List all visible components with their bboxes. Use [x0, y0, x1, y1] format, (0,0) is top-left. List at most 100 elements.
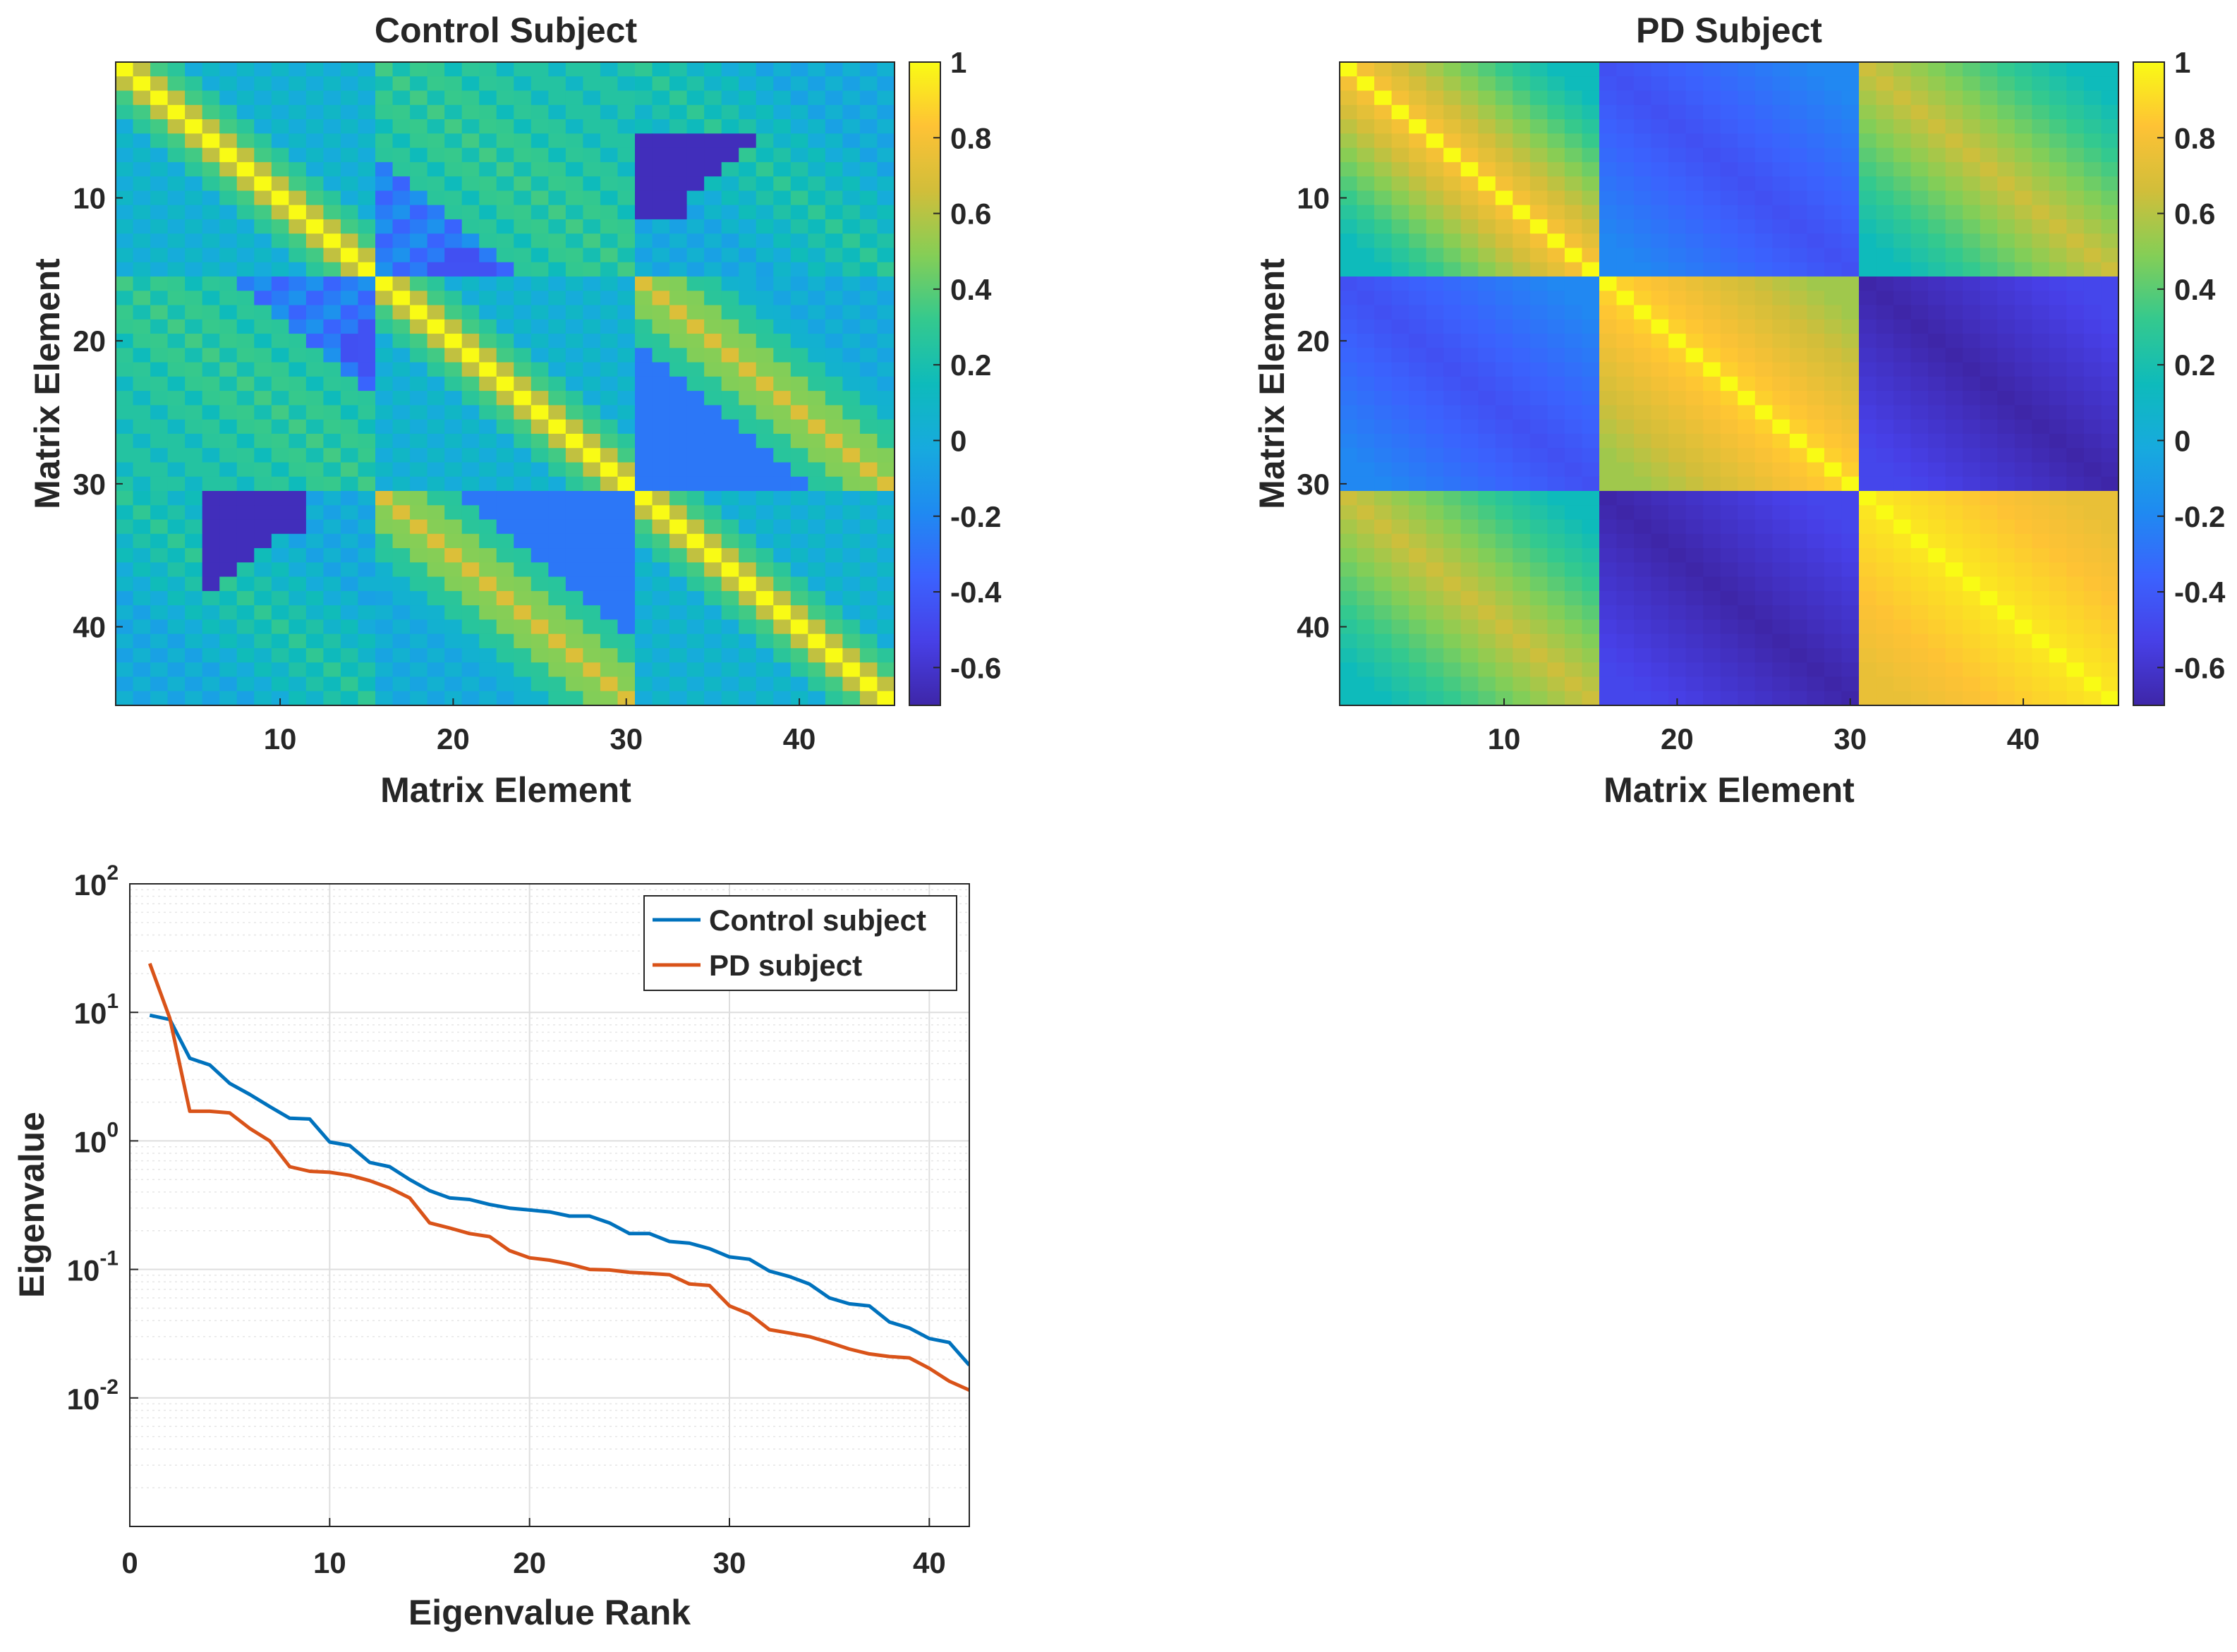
- heatmap-cell: [1512, 305, 1531, 320]
- heatmap-cell: [1859, 676, 1877, 692]
- heatmap-cell: [1893, 619, 1912, 635]
- heatmap-cell: [877, 90, 895, 106]
- heatmap-cell: [358, 104, 376, 120]
- heatmap-cell: [1409, 619, 1427, 635]
- heatmap-cell: [1859, 590, 1877, 606]
- heatmap-cell: [790, 519, 808, 535]
- heatmap-cell: [514, 277, 532, 291]
- heatmap-cell: [686, 648, 705, 663]
- heatmap-cell: [1963, 590, 1981, 606]
- heatmap-cell: [1547, 376, 1565, 391]
- heatmap-cell: [410, 319, 428, 334]
- heatmap-cell: [1582, 119, 1600, 134]
- heatmap-cell: [1997, 562, 2015, 578]
- heatmap-cell: [548, 548, 566, 563]
- heatmap-cell: [1997, 348, 2015, 363]
- heatmap-cell: [1945, 319, 1963, 334]
- heatmap-cell: [271, 219, 289, 234]
- heatmap-cell: [1512, 319, 1531, 334]
- heatmap-cell: [1703, 362, 1721, 377]
- heatmap-cell: [531, 205, 549, 220]
- heatmap-cell: [392, 305, 411, 320]
- heatmap-cell: [652, 633, 670, 649]
- heatmap-cell: [150, 162, 169, 177]
- heatmap-cell: [1443, 519, 1462, 535]
- heatmap-cell: [1512, 147, 1531, 163]
- heatmap-cell: [150, 104, 169, 120]
- heatmap-cell: [1893, 262, 1912, 277]
- heatmap-cell: [444, 562, 463, 578]
- heatmap-cell: [1703, 190, 1721, 206]
- heatmap-cell: [617, 147, 636, 163]
- heatmap-cell: [1720, 691, 1738, 706]
- heatmap-cell: [1495, 605, 1513, 620]
- heatmap-cell: [133, 676, 151, 692]
- heatmap-cell: [1876, 133, 1894, 149]
- heatmap-cell: [859, 633, 878, 649]
- heatmap-cell: [669, 291, 688, 306]
- heatmap-cell: [479, 62, 497, 77]
- heatmap-cell: [1720, 62, 1738, 77]
- heatmap-cell: [514, 505, 532, 521]
- heatmap-cell: [686, 76, 705, 92]
- heatmap-cell: [444, 391, 463, 406]
- heatmap-cell: [877, 605, 895, 620]
- heatmap-cell: [1460, 162, 1479, 177]
- heatmap-cell: [1616, 305, 1635, 320]
- heatmap-cell: [600, 162, 619, 177]
- heatmap-cell: [859, 433, 878, 449]
- heatmap-cell: [289, 419, 307, 435]
- heatmap-cell: [271, 305, 289, 320]
- heatmap-cell: [531, 104, 549, 120]
- heatmap-cell: [1374, 590, 1393, 606]
- heatmap-cell: [2066, 262, 2085, 277]
- heatmap-cell: [289, 319, 307, 334]
- heatmap-cell: [167, 633, 186, 649]
- heatmap-cell: [1357, 576, 1375, 592]
- heatmap-cell: [1841, 462, 1860, 478]
- heatmap-cell: [635, 419, 653, 435]
- heatmap-cell: [1357, 533, 1375, 549]
- heatmap-cell: [271, 519, 289, 535]
- heatmap-cell: [1651, 147, 1669, 163]
- heatmap-cell: [271, 90, 289, 106]
- heatmap-cell: [721, 462, 739, 478]
- heatmap-cell: [600, 519, 619, 535]
- heatmap-cell: [202, 576, 220, 592]
- heatmap-cell: [305, 691, 324, 706]
- heatmap-cell: [2066, 476, 2085, 492]
- heatmap-cell: [2032, 533, 2050, 549]
- heatmap-cell: [202, 62, 220, 77]
- heatmap-cell: [1893, 205, 1912, 220]
- heatmap-cell: [167, 562, 186, 578]
- heatmap-cell: [289, 190, 307, 206]
- heatmap-cell: [2083, 619, 2102, 635]
- heatmap-cell: [2101, 662, 2119, 678]
- heatmap-cell: [496, 648, 514, 663]
- heatmap-cell: [565, 62, 583, 77]
- heatmap-cell: [427, 205, 445, 220]
- heatmap-cell: [167, 590, 186, 606]
- heatmap-cell: [289, 248, 307, 263]
- heatmap-cell: [323, 162, 341, 177]
- heatmap-cell: [1945, 405, 1963, 420]
- heatmap-cell: [1582, 219, 1600, 234]
- heatmap-cell: [1564, 505, 1583, 521]
- heatmap-cell: [583, 104, 601, 120]
- heatmap-cell: [652, 291, 670, 306]
- heatmap-cell: [1841, 219, 1860, 234]
- heatmap-cell: [635, 176, 653, 191]
- heatmap-cell: [756, 104, 774, 120]
- heatmap-cell: [1807, 633, 1825, 649]
- heatmap-cell: [1824, 104, 1843, 120]
- heatmap-cell: [167, 262, 186, 277]
- heatmap-cell: [271, 633, 289, 649]
- heatmap-cell: [496, 248, 514, 263]
- heatmap-cell: [1529, 676, 1548, 692]
- heatmap-cell: [1616, 162, 1635, 177]
- heatmap-cell: [1910, 448, 1929, 463]
- heatmap-cell: [1893, 691, 1912, 706]
- ytick-base: 10: [67, 1383, 100, 1416]
- heatmap-cell: [1945, 176, 1963, 191]
- heatmap-cell: [877, 233, 895, 249]
